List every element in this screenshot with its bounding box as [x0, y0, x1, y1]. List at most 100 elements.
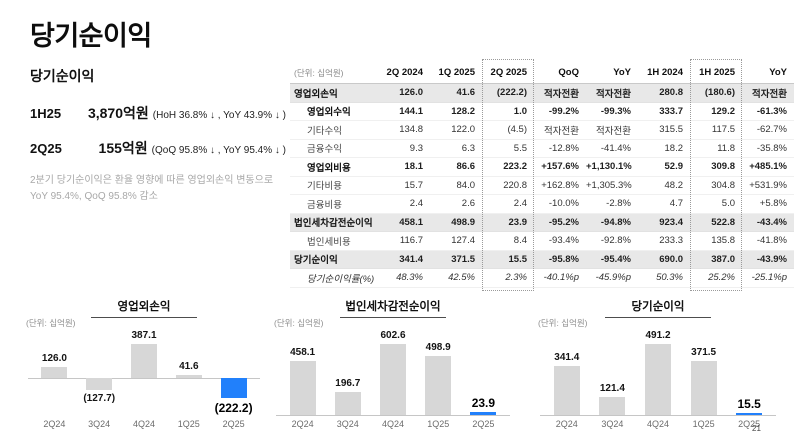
cell-value: +1,130.1%: [586, 161, 632, 173]
bar: [175, 374, 202, 379]
chart-title-underline: 영업외손익: [91, 298, 197, 318]
cell-value: 적자전환: [596, 125, 631, 137]
cell-value: -93.4%: [548, 235, 579, 247]
category-label: 2Q24: [43, 419, 66, 429]
cell-value: 2.6: [461, 198, 475, 210]
value-label: 491.2: [645, 330, 671, 341]
cell-value: 522.8: [711, 216, 735, 228]
table-unit-label: (단위: 십억원): [294, 67, 344, 78]
column-header: 2Q 2025: [490, 67, 527, 78]
category-label: 4Q24: [646, 419, 669, 429]
plot-area: 341.4 121.4 491.2 371.5 15.5: [540, 330, 776, 416]
bar: [334, 391, 361, 415]
column-header: YoY: [769, 67, 787, 78]
chart-net-income: 당기순이익 (단위: 십억원) 341.4 121.4 491.2 371.5 15.5…: [530, 297, 786, 439]
value-label: 121.4: [599, 383, 625, 395]
cell-value: 적자전환: [544, 88, 579, 100]
column-header: 1H 2024: [647, 67, 683, 78]
cell-value: 48.2: [664, 179, 684, 191]
table-row: 법인세비용 116.7 127.4 8.4 -93.4% -92.8% 233.3 135.8…: [290, 232, 794, 251]
cell-value: 341.4: [399, 253, 423, 265]
cell-value: 144.1: [399, 105, 423, 117]
table-row: 금융수익 9.3 6.3 5.5 -12.8% -41.4% 18.2 11.8 -35.8%: [290, 140, 794, 158]
cell-value: -95.2%: [548, 216, 579, 228]
cell-value: -40.1%p: [543, 272, 579, 284]
summary-note-line1: 2분기 당기순이익은 환율 영향에 따른 영업외손익 변동으로: [30, 175, 274, 186]
table-row: 영업외수익 144.1 128.2 1.0 -99.2% -99.3% 333.7 129.2…: [290, 103, 794, 121]
column-header: YoY: [613, 67, 631, 78]
cell-value: 15.7: [404, 179, 424, 191]
cell-value: +162.8%: [541, 179, 579, 191]
cell-value: +531.9%: [749, 179, 787, 191]
period-label: 2Q25: [30, 141, 62, 156]
row-label: 기타수익: [307, 125, 342, 137]
cell-value: 18.1: [404, 161, 424, 173]
row-label: 금융수익: [307, 144, 342, 156]
row-label: 당기순이익: [294, 255, 338, 267]
table-row: 기타수익 134.8 122.0 (4.5) 적자전환 적자전환 315.5 117.5 -62…: [290, 121, 794, 140]
category-label: 1Q25: [427, 419, 450, 429]
category-label: 4Q24: [132, 419, 155, 429]
bar: [470, 412, 497, 415]
cell-value: 2.4: [409, 198, 423, 210]
category-label: 2Q24: [555, 419, 578, 429]
row-label: 법인세차감전순이익: [294, 218, 373, 230]
value-label: 602.6: [380, 330, 406, 341]
table-row: 금융비용 2.4 2.6 2.4 -10.0% -2.8% 4.7 5.0 +5.8%: [290, 195, 794, 214]
category-axis: 2Q24 3Q24 4Q24 1Q25 2Q25: [280, 419, 506, 429]
category-label: 2Q25: [472, 419, 495, 429]
plot-area: 458.1 196.7 602.6 498.9 23.9: [276, 330, 510, 416]
cell-value: +5.8%: [759, 198, 787, 210]
cell-value: 84.0: [456, 179, 476, 191]
value-label: (127.7): [83, 392, 116, 404]
cell-value: 52.9: [664, 161, 684, 173]
cell-value: 적자전환: [596, 88, 631, 100]
cell-value: -10.0%: [548, 198, 579, 210]
category-axis: 2Q24 3Q24 4Q24 1Q25 2Q25: [544, 419, 772, 429]
value-label: 15.5: [737, 396, 761, 411]
category-label: 2Q24: [291, 419, 314, 429]
unit-label: (단위: 십억원): [26, 318, 76, 328]
cell-value: 86.6: [456, 161, 476, 173]
cell-value: +157.6%: [541, 161, 579, 173]
row-label: 영업외수익: [307, 107, 351, 119]
cell-value: -94.8%: [600, 216, 631, 228]
cell-value: 48.3%: [396, 272, 423, 284]
value-label: 387.1: [131, 330, 157, 341]
cell-value: -43.4%: [756, 216, 787, 228]
cell-value: -95.4%: [600, 253, 631, 265]
cell-value: 41.6: [456, 87, 476, 99]
value-label: 196.7: [335, 377, 361, 389]
value-label: 498.9: [425, 342, 451, 354]
value-label: (222.2): [214, 401, 253, 415]
category-axis: 2Q24 3Q24 4Q24 1Q25 2Q25: [32, 419, 256, 429]
bar: [599, 397, 626, 415]
cell-value: -2.8%: [606, 198, 631, 210]
axis-baseline: [276, 415, 510, 416]
cell-value: 304.8: [711, 179, 735, 191]
cell-value: 223.2: [503, 161, 527, 173]
cell-value: 8.4: [513, 235, 527, 247]
value-label: 371.5: [691, 347, 717, 359]
cell-value: (222.2): [496, 87, 527, 99]
summary-heading: 당기순이익: [30, 68, 95, 84]
chart-title: 영업외손익: [18, 297, 270, 318]
bar: [553, 365, 580, 415]
cell-value: -43.9%: [756, 253, 787, 265]
cell-value: 116.7: [399, 235, 423, 247]
cell-value: -41.4%: [600, 142, 631, 154]
financial-table: (단위: 십억원) 2Q 2024 1Q 2025 2Q 2025 QoQ YoY 1H 2…: [290, 59, 794, 291]
cell-value: -92.8%: [600, 235, 631, 247]
table-row: 기타비용 15.7 84.0 220.8 +162.8% +1,305.3% 48.2 304…: [290, 177, 794, 195]
cell-value: 135.8: [711, 235, 735, 247]
chart-title: 법인세차감전순이익: [266, 297, 520, 318]
table-row: 영업외비용 18.1 86.6 223.2 +157.6% +1,130.1% 52.9 30…: [290, 158, 794, 177]
cell-value: 2.4: [513, 198, 527, 210]
table-row: 당기순이익 341.4 371.5 15.5 -95.8% -95.4% 690.0 387.…: [290, 250, 794, 269]
cell-value: 126.0: [399, 87, 423, 99]
cell-value: 122.0: [451, 124, 475, 136]
cell-value: 2.3%: [505, 272, 527, 284]
cell-value: -12.8%: [548, 142, 579, 154]
unit-label: (단위: 십억원): [538, 318, 588, 328]
cell-value: 적자전환: [752, 88, 787, 100]
